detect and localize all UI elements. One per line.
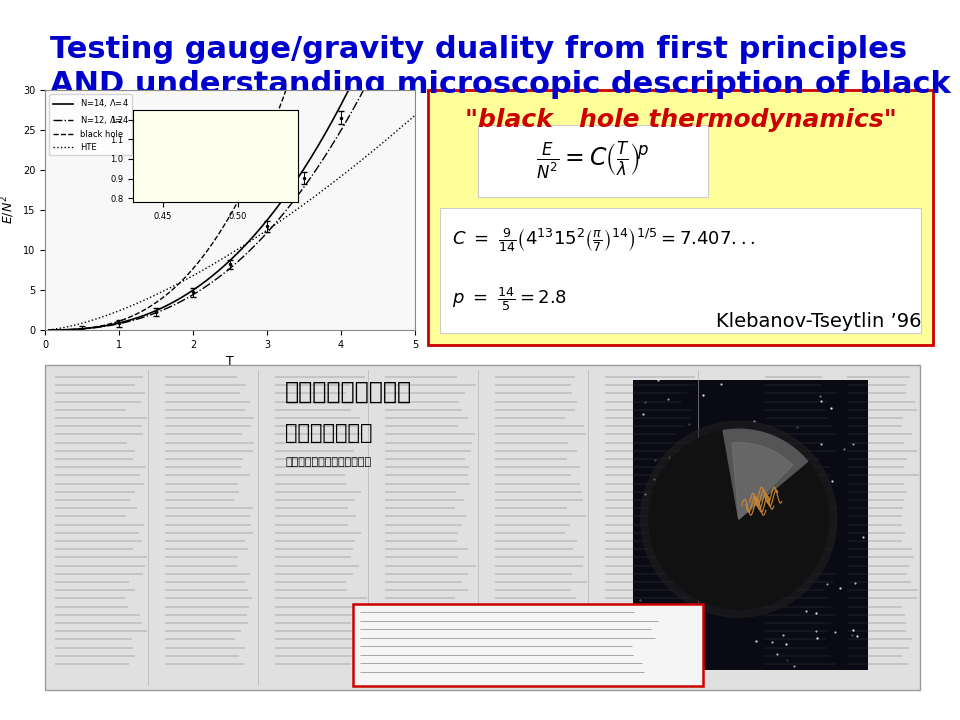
Line: HTE: HTE <box>49 115 415 330</box>
HTE <box>375 140 387 149</box>
Wedge shape <box>732 443 793 519</box>
N=12, $\Lambda$=4 <box>261 229 273 238</box>
Text: "black   hole thermodynamics": "black hole thermodynamics" <box>465 108 897 132</box>
Text: $p \ = \ \frac{14}{5} = 2.8$: $p \ = \ \frac{14}{5} = 2.8$ <box>452 285 566 313</box>
black hole <box>267 120 278 129</box>
HTE <box>409 111 420 120</box>
FancyBboxPatch shape <box>353 604 703 686</box>
Text: AND understanding microscopic description of black hole: AND understanding microscopic descriptio… <box>50 70 960 99</box>
N=12, $\Lambda$=4 <box>43 325 55 334</box>
N=14, $\Lambda$=4 <box>351 68 363 76</box>
N=14, $\Lambda$=4 <box>43 325 55 334</box>
Text: $C \ = \ \frac{9}{14}\left(4^{13}15^2\left(\frac{\pi}{7}\right)^{14}\right)^{1/5: $C \ = \ \frac{9}{14}\left(4^{13}15^2\le… <box>452 226 756 254</box>
Circle shape <box>640 421 837 617</box>
FancyBboxPatch shape <box>45 365 920 690</box>
N=12, $\Lambda$=4 <box>44 325 56 334</box>
Legend: N=14, $\Lambda$=4, N=12, $\Lambda$=4, black hole, HTE: N=14, $\Lambda$=4, N=12, $\Lambda$=4, bl… <box>49 94 132 156</box>
Text: $\frac{E}{N^2} = C \left(\frac{T}{\lambda}\right)^{\!p}$: $\frac{E}{N^2} = C \left(\frac{T}{\lambd… <box>537 141 650 181</box>
FancyBboxPatch shape <box>428 90 933 345</box>
FancyBboxPatch shape <box>440 208 921 333</box>
Circle shape <box>649 429 828 609</box>
N=14, $\Lambda$=4 <box>375 17 387 26</box>
Line: N=14, $\Lambda$=4: N=14, $\Lambda$=4 <box>49 0 415 330</box>
black hole <box>261 135 273 144</box>
Text: 高エネ研、スパコン使い再現: 高エネ研、スパコン使い再現 <box>285 457 372 467</box>
HTE <box>260 227 272 235</box>
N=14, $\Lambda$=4 <box>261 216 273 225</box>
HTE <box>43 325 55 334</box>
black hole <box>43 325 55 334</box>
N=12, $\Lambda$=4 <box>267 222 278 230</box>
HTE <box>267 222 278 230</box>
HTE <box>44 325 56 334</box>
Y-axis label: $E/N^2$: $E/N^2$ <box>0 196 17 225</box>
N=12, $\Lambda$=4 <box>260 230 272 238</box>
X-axis label: T: T <box>227 355 234 368</box>
N=14, $\Lambda$=4 <box>44 325 56 334</box>
Line: N=12, $\Lambda$=4: N=12, $\Lambda$=4 <box>49 0 415 330</box>
FancyBboxPatch shape <box>633 380 868 670</box>
N=12, $\Lambda$=4 <box>351 97 363 106</box>
FancyBboxPatch shape <box>478 125 708 197</box>
N=14, $\Lambda$=4 <box>260 217 272 226</box>
black hole <box>44 325 56 334</box>
HTE <box>351 159 363 168</box>
Line: black hole: black hole <box>49 0 415 330</box>
Text: ブラックホール内部: ブラックホール内部 <box>285 380 412 404</box>
N=14, $\Lambda$=4 <box>267 209 278 217</box>
Text: Testing gauge/gravity duality from first principles: Testing gauge/gravity duality from first… <box>50 35 907 64</box>
N=12, $\Lambda$=4 <box>375 52 387 60</box>
black hole <box>260 138 272 147</box>
Wedge shape <box>723 429 807 519</box>
Text: Klebanov-Tseytlin ’96: Klebanov-Tseytlin ’96 <box>715 312 921 331</box>
HTE <box>261 226 273 235</box>
Text: 超弦理論で解明: 超弦理論で解明 <box>285 423 372 443</box>
